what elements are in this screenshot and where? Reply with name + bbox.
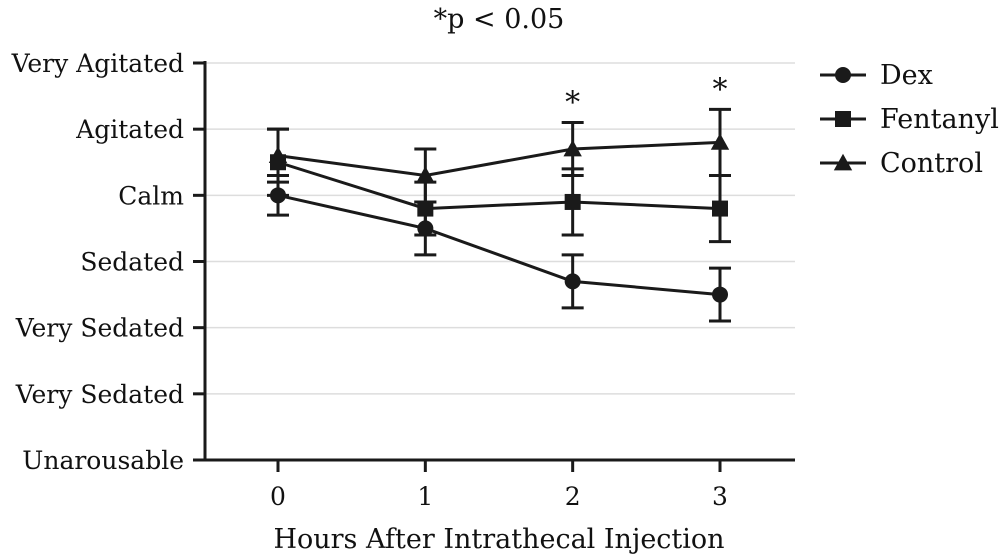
control-point — [563, 139, 582, 157]
legend-marker — [835, 111, 851, 127]
y-tick-label: Very Sedated — [15, 314, 184, 343]
fentanyl-point — [417, 200, 434, 217]
y-tick-label: Very Sedated — [15, 380, 184, 409]
x-tick-label: 3 — [712, 482, 728, 511]
fentanyl-point — [564, 193, 581, 210]
y-tick-label: Calm — [118, 181, 184, 210]
legend-marker — [835, 67, 851, 83]
fentanyl-point — [712, 200, 728, 217]
legend-marker — [833, 153, 853, 171]
series-dex — [267, 173, 731, 323]
y-tick-label: Very Agitated — [11, 49, 184, 78]
x-axis-title: Hours After Intrathecal Injection — [273, 524, 724, 555]
control-line — [277, 140, 721, 178]
series-group: * * — [267, 72, 731, 323]
chart-title: *p < 0.05 — [434, 4, 565, 35]
legend: Dex Fentanyl Control — [820, 60, 999, 179]
dex-point — [712, 286, 728, 303]
legend-label: Dex — [880, 60, 933, 91]
axes: Unarousable Very Sedated Very Sedated Sedat… — [11, 49, 795, 511]
x-tick-label: 2 — [565, 482, 581, 511]
significance-marker: * — [565, 86, 580, 121]
legend-label: Control — [880, 148, 983, 179]
legend-item-control: Control — [820, 148, 983, 179]
legend-label: Fentanyl — [880, 104, 999, 135]
legend-item-fentanyl: Fentanyl — [820, 104, 999, 135]
dex-point — [564, 273, 581, 290]
y-tick-label: Sedated — [80, 248, 184, 277]
x-tick-label: 1 — [417, 482, 433, 511]
x-tick-label: 0 — [270, 482, 286, 511]
y-tick-label: Agitated — [75, 115, 184, 144]
grid — [205, 62, 795, 395]
fentanyl-line — [277, 160, 721, 211]
significance-marker: * — [713, 72, 728, 107]
dex-line — [277, 193, 721, 297]
legend-item-dex: Dex — [820, 60, 933, 91]
control-point — [416, 166, 435, 183]
y-tick-label: Unarousable — [22, 446, 184, 475]
series-control — [267, 107, 731, 204]
control-point — [710, 133, 730, 150]
control-point — [268, 146, 288, 163]
